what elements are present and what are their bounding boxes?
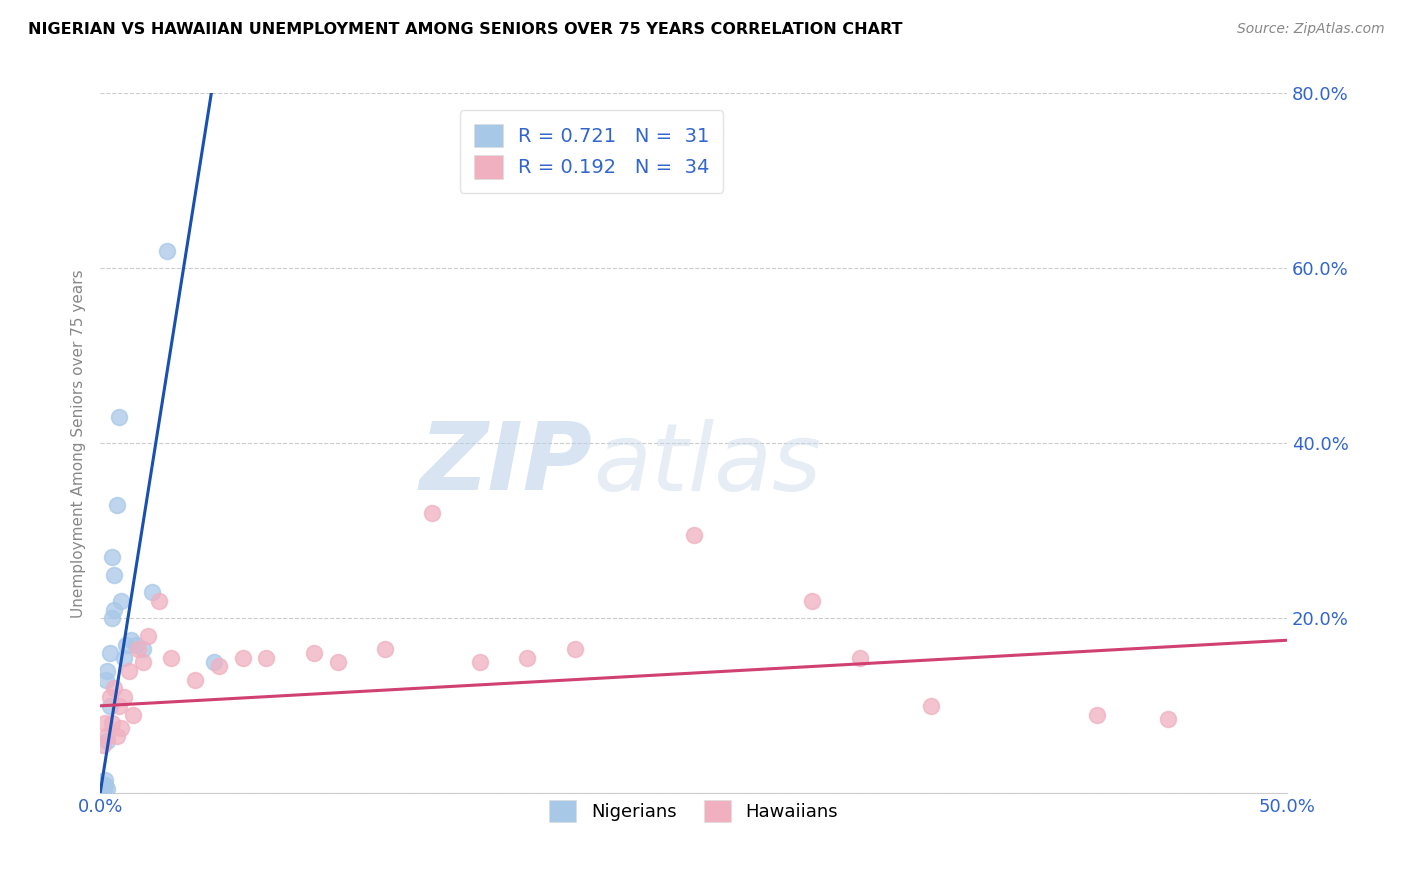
Point — [96, 664, 118, 678]
Point — [422, 507, 444, 521]
Point — [117, 664, 139, 678]
Point — [127, 642, 149, 657]
Point — [326, 655, 349, 669]
Point — [101, 550, 124, 565]
Point — [90, 778, 112, 792]
Point — [801, 594, 824, 608]
Point — [112, 650, 135, 665]
Point — [115, 638, 138, 652]
Point — [232, 69, 254, 83]
Point — [155, 244, 177, 258]
Point — [232, 650, 254, 665]
Point — [96, 782, 118, 797]
Point — [98, 698, 121, 713]
Point — [98, 646, 121, 660]
Text: NIGERIAN VS HAWAIIAN UNEMPLOYMENT AMONG SENIORS OVER 75 YEARS CORRELATION CHART: NIGERIAN VS HAWAIIAN UNEMPLOYMENT AMONG … — [28, 22, 903, 37]
Point — [148, 594, 170, 608]
Point — [1085, 707, 1108, 722]
Y-axis label: Unemployment Among Seniors over 75 years: Unemployment Among Seniors over 75 years — [72, 269, 86, 617]
Point — [110, 594, 132, 608]
Point — [90, 782, 112, 797]
Point — [94, 716, 117, 731]
Point — [160, 650, 183, 665]
Point — [91, 738, 114, 752]
Point — [103, 681, 125, 696]
Point — [108, 410, 131, 425]
Point — [132, 655, 155, 669]
Point — [94, 673, 117, 687]
Point — [208, 659, 231, 673]
Point — [112, 690, 135, 705]
Point — [101, 716, 124, 731]
Point — [105, 730, 128, 744]
Text: Source: ZipAtlas.com: Source: ZipAtlas.com — [1237, 22, 1385, 37]
Point — [103, 567, 125, 582]
Point — [91, 778, 114, 792]
Point — [94, 778, 117, 792]
Point — [564, 642, 586, 657]
Point — [682, 528, 704, 542]
Point — [98, 690, 121, 705]
Point — [132, 642, 155, 657]
Point — [93, 782, 115, 797]
Point — [468, 655, 491, 669]
Point — [141, 585, 163, 599]
Point — [91, 782, 114, 797]
Text: atlas: atlas — [593, 419, 821, 510]
Point — [136, 629, 159, 643]
Point — [374, 642, 396, 657]
Point — [920, 698, 942, 713]
Point — [105, 498, 128, 512]
Point — [90, 782, 112, 797]
Point — [184, 673, 207, 687]
Point — [254, 650, 277, 665]
Text: ZIP: ZIP — [420, 418, 593, 510]
Legend: Nigerians, Hawaiians: Nigerians, Hawaiians — [538, 789, 849, 833]
Point — [91, 782, 114, 797]
Point — [120, 633, 142, 648]
Point — [94, 773, 117, 788]
Point — [110, 721, 132, 735]
Point — [101, 611, 124, 625]
Point — [1157, 712, 1180, 726]
Point — [108, 698, 131, 713]
Point — [125, 638, 148, 652]
Point — [849, 650, 872, 665]
Point — [122, 707, 145, 722]
Point — [516, 650, 538, 665]
Point — [302, 646, 325, 660]
Point — [202, 655, 225, 669]
Point — [96, 730, 118, 744]
Point — [96, 734, 118, 748]
Point — [103, 602, 125, 616]
